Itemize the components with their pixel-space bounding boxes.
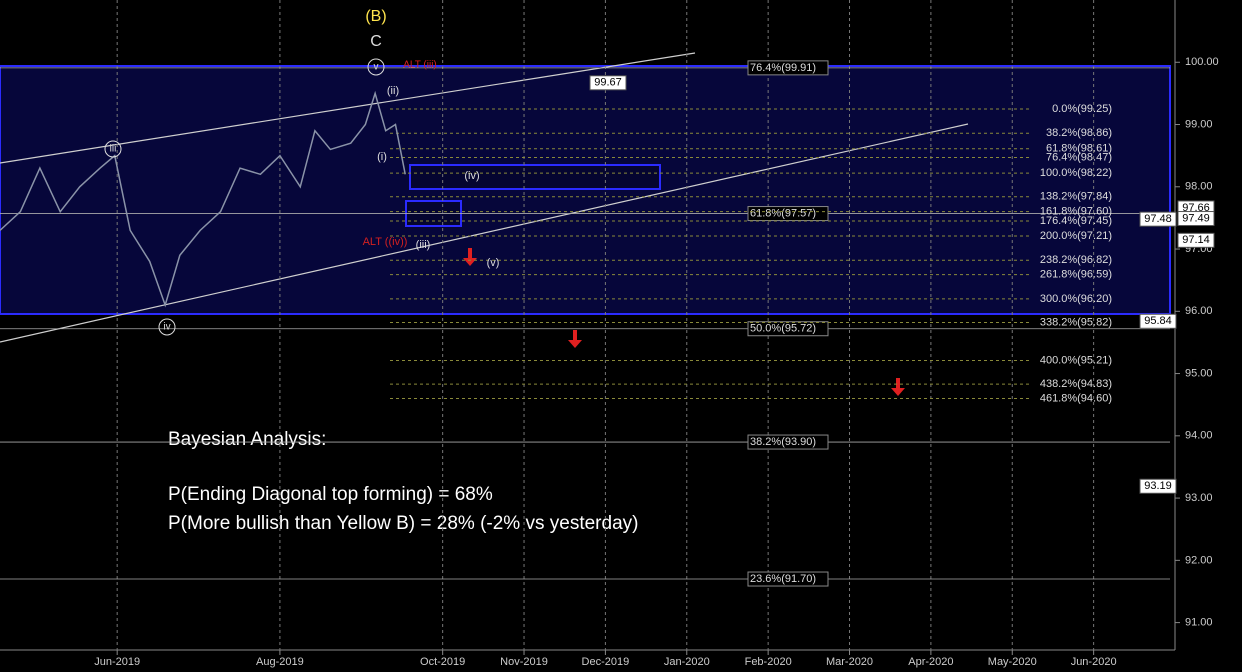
wave-label: ALT ((iv))	[363, 236, 408, 248]
fib-label: 161.8%(97.60)	[1040, 206, 1112, 218]
target-box	[409, 164, 661, 190]
price-tag	[1177, 232, 1215, 248]
fib-label: 61.8%(98.61)	[1046, 143, 1112, 155]
x-tick-label: Jun-2020	[1071, 656, 1117, 668]
price-tag	[1139, 478, 1177, 494]
price-line	[0, 90, 406, 308]
wave-label: (iv)	[464, 170, 479, 182]
x-tick-label: Feb-2020	[745, 656, 792, 668]
fib-label: 461.8%(94.60)	[1040, 392, 1112, 404]
wave-circle	[104, 140, 122, 158]
wave-circle	[158, 318, 176, 336]
fib-label-box	[747, 571, 829, 587]
fib-label: 61.8%(97.57)	[750, 207, 816, 219]
price-tag	[1139, 211, 1177, 227]
fib-label: 38.2%(93.90)	[750, 436, 816, 448]
fib-label: 23.6%(91.70)	[750, 573, 816, 585]
price-tag	[589, 75, 627, 91]
fib-label: 338.2%(95.82)	[1040, 316, 1112, 328]
wave-label: (i)	[377, 151, 387, 163]
annotation: P(Ending Diagonal top forming) = 68%	[168, 484, 493, 505]
analysis-text: Bayesian Analysis: P(Ending Diagonal top…	[168, 429, 638, 534]
wave-label: (ii)	[387, 85, 399, 97]
y-tick-label: 93.00	[1185, 492, 1213, 504]
fib-label: 261.8%(96.59)	[1040, 268, 1112, 280]
fib-label: 400.0%(95.21)	[1040, 354, 1112, 366]
price-tag-label: 97.66	[1182, 202, 1210, 214]
fib-label: 38.2%(98.86)	[1046, 127, 1112, 139]
fib-label: 238.2%(96.82)	[1040, 254, 1112, 266]
wave-label: iii	[110, 144, 117, 155]
fib-label-box	[747, 60, 829, 76]
fib-label: 200.0%(97.21)	[1040, 230, 1112, 242]
x-tick-label: Dec-2019	[582, 656, 630, 668]
y-tick-label: 91.00	[1185, 617, 1213, 629]
wave-label: C	[370, 33, 382, 50]
x-tick-label: Aug-2019	[256, 656, 304, 668]
y-tick-label: 95.00	[1185, 367, 1213, 379]
x-tick-label: Jun-2019	[94, 656, 140, 668]
fib-label: 138.2%(97.84)	[1040, 191, 1112, 203]
annotation: P(More bullish than Yellow B) = 28% (-2%…	[168, 513, 638, 534]
x-tick-label: Nov-2019	[500, 656, 548, 668]
annotation: Bayesian Analysis:	[168, 429, 326, 450]
wave-label: iv	[163, 322, 170, 333]
y-tick-label: 96.00	[1185, 305, 1213, 317]
wave-label: (v)	[487, 257, 500, 269]
wave-label: ALT (iii)	[403, 60, 437, 71]
fib-label: 76.4%(99.91)	[750, 62, 816, 74]
price-tag-label: 95.84	[1144, 315, 1172, 327]
wave-label: (iii)	[416, 239, 431, 251]
wave-circle	[367, 58, 385, 76]
price-tag-label: 97.14	[1182, 234, 1210, 246]
x-tick-label: Apr-2020	[908, 656, 953, 668]
fib-label: 300.0%(96.20)	[1040, 293, 1112, 305]
price-tag	[1177, 211, 1215, 227]
trendline	[0, 52, 696, 164]
fib-label-box	[747, 321, 829, 337]
down-arrow	[891, 378, 905, 396]
price-tag-label: 97.48	[1144, 213, 1172, 225]
fib-label: 438.2%(94.83)	[1040, 378, 1112, 390]
down-arrow	[568, 330, 582, 348]
trendline	[0, 123, 969, 343]
wave-label: (B)	[365, 8, 386, 25]
y-tick-label: 94.00	[1185, 430, 1213, 442]
fib-label: 50.0%(95.72)	[750, 323, 816, 335]
x-tick-label: Jan-2020	[664, 656, 710, 668]
fib-label: 176.4%(97.45)	[1040, 215, 1112, 227]
y-tick-label: 99.00	[1185, 118, 1213, 130]
y-tick-label: 92.00	[1185, 554, 1213, 566]
price-tag-label: 93.19	[1144, 480, 1172, 492]
fib-label: 76.4%(98.47)	[1046, 151, 1112, 163]
y-tick-label: 98.00	[1185, 181, 1213, 193]
price-tag	[1139, 313, 1177, 329]
x-tick-label: May-2020	[988, 656, 1037, 668]
x-tick-label: Mar-2020	[826, 656, 873, 668]
price-tag-label: 99.67	[594, 77, 622, 89]
fib-label-box	[747, 434, 829, 450]
wave-label: v	[374, 62, 379, 73]
y-tick-label: 100.00	[1185, 56, 1219, 68]
fib-label: 0.0%(99.25)	[1052, 103, 1112, 115]
x-tick-label: Oct-2019	[420, 656, 465, 668]
price-tag-label: 97.49	[1182, 212, 1210, 224]
fib-label: 100.0%(98.22)	[1040, 167, 1112, 179]
down-arrow	[463, 248, 477, 266]
